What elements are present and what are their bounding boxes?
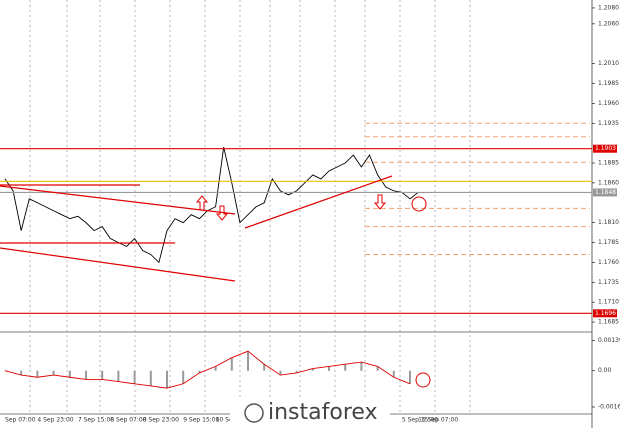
macd-bar: [166, 370, 168, 389]
x-tick-label: 4 Sep 23:00: [37, 417, 73, 424]
macd-bar: [214, 366, 217, 371]
macd-bar: [247, 351, 249, 371]
macd-bar: [409, 370, 411, 384]
y-tick-label: 1.1860: [598, 179, 619, 186]
signal-arrows: [195, 194, 431, 388]
y-tick-label: 1.1685: [598, 319, 619, 326]
macd-bar: [344, 364, 347, 371]
level-box: [593, 188, 617, 197]
level-label: 1.1696: [595, 310, 616, 317]
macd-bar: [392, 370, 395, 378]
y-tick-label: 1.1960: [598, 100, 619, 107]
x-tick-label: 16 Sep 07:00: [418, 417, 458, 424]
trend-lines: [0, 175, 393, 282]
period-separators: [29, 0, 471, 414]
y-tick-label: 1.1785: [598, 239, 619, 246]
macd-bar: [198, 370, 201, 373]
macd-bar: [85, 370, 87, 380]
y-tick-label: 1.1735: [598, 279, 619, 286]
y-tick-label: 0.00: [598, 367, 612, 374]
macd-bar: [230, 357, 233, 371]
x-tick-label: Sep 07:00: [5, 417, 36, 424]
x-tick-label: 10 Sep: [216, 417, 237, 424]
macd-bar: [311, 368, 314, 371]
macd-bar: [279, 370, 282, 376]
level-box: [593, 144, 617, 153]
macd-bar: [52, 370, 55, 376]
y-tick-label: 1.1710: [598, 299, 619, 306]
price-line: [4, 147, 419, 264]
macd-bar: [295, 370, 298, 373]
x-tick-label: 5 Sep 15:00: [402, 417, 438, 424]
macd-bar: [328, 366, 330, 371]
macd-bar: [117, 370, 120, 382]
level-label: 1.1903: [595, 145, 616, 152]
y-tick-label: -0.00167: [598, 404, 620, 411]
y-tick-label: 0.00139: [598, 337, 620, 344]
watermark: instaforex: [268, 400, 378, 425]
y-tick-label: 1.2080: [598, 4, 619, 11]
level-label: 1.1848: [595, 189, 616, 196]
x-tick-label: 8 Sep 07:00: [110, 417, 146, 424]
signal-line: [4, 350, 411, 389]
x-tick-label: 7 Sep 15:00: [78, 417, 114, 424]
macd-bar: [263, 364, 266, 371]
x-tick-label: 8 Sep 23:00: [143, 417, 179, 424]
macd-bar: [36, 370, 39, 378]
macd-bar: [376, 366, 379, 371]
macd-bar: [360, 362, 363, 371]
x-tick-label: 9 Sep 15:00: [183, 417, 219, 424]
macd-bar: [20, 370, 23, 376]
macd-bar: [101, 370, 104, 380]
macd-bar: [182, 370, 185, 384]
y-tick-label: 1.1985: [598, 80, 619, 87]
macd-bar: [68, 370, 71, 378]
macd-bar: [149, 370, 152, 386]
y-tick-label: 1.1760: [598, 259, 619, 266]
y-tick-label: 1.2060: [598, 20, 619, 27]
macd-bar: [133, 370, 136, 384]
y-tick-label: 1.1885: [598, 160, 619, 167]
y-tick-label: 1.1935: [598, 120, 619, 127]
watermark-box: instaforex: [230, 398, 390, 428]
y-tick-label: 1.1810: [598, 219, 619, 226]
level-box: [593, 309, 617, 318]
y-tick-label: 1.2010: [598, 60, 619, 67]
